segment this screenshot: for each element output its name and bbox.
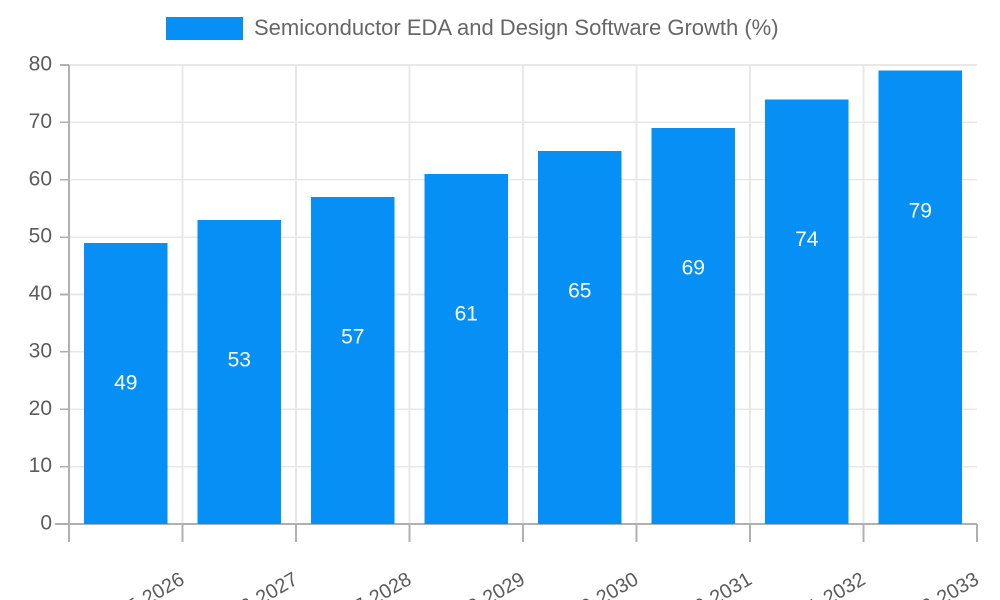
y-axis-ticks — [60, 64, 69, 525]
y-tick-label: 30 — [29, 339, 52, 362]
bar[interactable] — [538, 151, 622, 524]
bar[interactable] — [84, 242, 168, 525]
bar-value-labels: 49 53 57 61 65 69 74 79 — [114, 199, 932, 394]
y-tick-label: 70 — [29, 110, 52, 133]
bar[interactable] — [311, 196, 395, 524]
bar-value-label: 69 — [682, 257, 705, 280]
bar-value-label: 49 — [114, 371, 137, 394]
bar-value-label: 65 — [568, 280, 591, 303]
bar[interactable] — [424, 174, 508, 524]
bar[interactable] — [878, 70, 962, 525]
y-tick-label: 80 — [29, 53, 52, 76]
bar[interactable] — [765, 99, 849, 525]
legend-color-swatch — [166, 17, 243, 40]
bar-value-label: 74 — [795, 228, 819, 251]
y-tick-label: 0 — [40, 512, 52, 535]
y-axis-labels: 0 10 20 30 40 50 60 70 80 — [29, 53, 52, 535]
y-tick-label: 50 — [29, 225, 52, 248]
chart-legend[interactable]: Semiconductor EDA and Design Software Gr… — [166, 15, 779, 40]
bars-group — [84, 70, 962, 525]
bar[interactable] — [197, 219, 281, 524]
bar-value-label: 61 — [455, 303, 478, 326]
bar-value-label: 57 — [341, 326, 364, 349]
y-tick-label: 20 — [29, 397, 52, 420]
y-tick-label: 60 — [29, 167, 52, 190]
bar-value-label: 79 — [909, 199, 932, 222]
y-tick-label: 40 — [29, 282, 52, 305]
vertical-gridlines — [181, 65, 865, 524]
legend-label: Semiconductor EDA and Design Software Gr… — [254, 15, 779, 40]
y-tick-label: 10 — [29, 454, 52, 477]
bar[interactable] — [651, 128, 735, 525]
bar-value-label: 53 — [228, 348, 251, 371]
